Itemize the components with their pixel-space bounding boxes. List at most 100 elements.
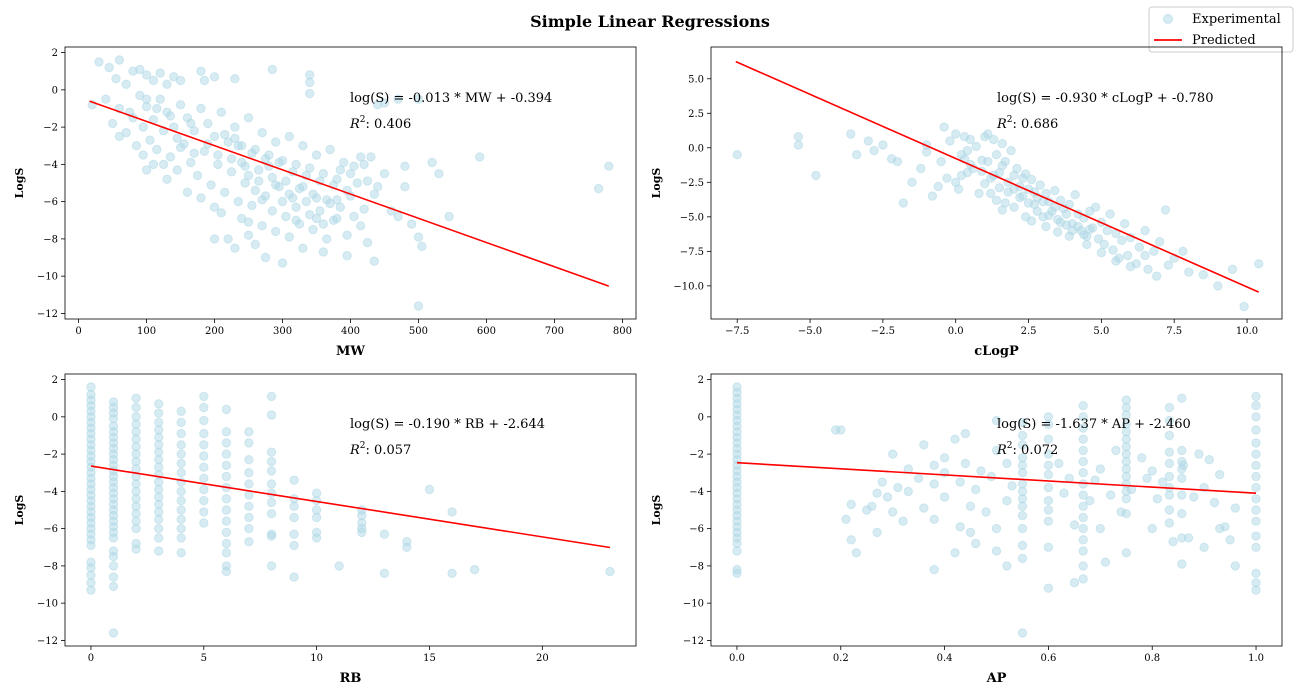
data-point (176, 458, 186, 469)
x-tick-label: 700 (545, 326, 564, 337)
x-tick-label: 600 (477, 326, 496, 337)
data-point (233, 196, 244, 207)
data-point (356, 221, 366, 231)
data-point (221, 404, 232, 415)
data-point (994, 183, 1005, 193)
data-point (1251, 482, 1261, 493)
data-point (298, 182, 308, 192)
data-point (1017, 523, 1028, 534)
data-point (1090, 202, 1101, 212)
data-point (1078, 445, 1088, 456)
data-point (959, 132, 970, 142)
data-point (230, 74, 240, 84)
data-point (1064, 231, 1075, 241)
data-point (1093, 234, 1104, 244)
data-point (1177, 393, 1187, 403)
y-tick-label: 2.5 (688, 109, 704, 120)
data-point (965, 501, 976, 511)
data-point (266, 479, 277, 489)
regression-equation: log(S) = -0.190 * RB + -2.644 (350, 417, 545, 432)
data-point (176, 548, 186, 558)
data-point (266, 391, 277, 402)
x-tick-label: 0.0 (948, 326, 964, 337)
data-point (1225, 535, 1235, 545)
data-point (950, 434, 960, 444)
data-point (182, 187, 193, 198)
data-point (266, 447, 277, 457)
data-point (243, 230, 254, 240)
data-point (1018, 173, 1028, 183)
data-point (1108, 245, 1118, 255)
data-point (289, 512, 299, 523)
axes-frame (710, 46, 1283, 320)
x-tick-label: 0.2 (833, 653, 849, 664)
data-point (152, 103, 162, 114)
data-point (980, 179, 990, 189)
data-point (131, 544, 141, 554)
y-axis-label: LogS (13, 495, 26, 526)
data-point (311, 150, 322, 160)
data-point (244, 537, 254, 547)
data-point (1069, 520, 1080, 530)
data-point (1121, 410, 1132, 420)
data-point (965, 527, 976, 538)
data-point (916, 163, 926, 174)
data-point (1041, 221, 1051, 232)
regression-line (735, 60, 1260, 293)
data-point (1044, 210, 1054, 221)
data-point (196, 66, 206, 76)
data-point (1017, 440, 1028, 450)
data-point (991, 195, 1002, 206)
data-point (148, 75, 159, 86)
data-point (1078, 574, 1088, 584)
data-point (400, 161, 410, 171)
data-point (1064, 473, 1074, 483)
data-point (1215, 469, 1225, 480)
x-tick-label: 7.5 (1166, 326, 1182, 337)
data-point (1120, 219, 1130, 229)
data-point (1152, 271, 1162, 281)
y-tick-label: −10 (37, 272, 58, 283)
data-point (1184, 267, 1194, 277)
data-point (1111, 445, 1121, 456)
y-tick-label: −8 (43, 561, 58, 572)
data-point (141, 165, 152, 175)
data-point (1157, 477, 1168, 487)
y-tick-label: −10 (683, 599, 704, 610)
data-point (305, 88, 315, 99)
y-tick-label: 0 (52, 412, 58, 423)
data-point (1000, 198, 1010, 208)
data-point (1043, 434, 1054, 444)
r-squared-label: R2: 0.057 (349, 441, 411, 458)
data-point (203, 118, 213, 129)
data-point (402, 542, 412, 552)
data-point (244, 490, 254, 500)
data-point (284, 232, 294, 242)
data-point (986, 471, 996, 482)
data-point (1006, 145, 1016, 156)
data-point (176, 496, 186, 506)
data-point (1043, 542, 1054, 552)
data-point (962, 145, 973, 156)
data-point (1147, 523, 1157, 534)
data-point (154, 523, 164, 534)
y-tick-label: −2 (43, 123, 58, 134)
data-point (882, 492, 893, 502)
x-axis-label: cLogP (974, 344, 1019, 359)
data-point (1054, 458, 1064, 469)
data-point (199, 451, 209, 461)
data-point (1164, 471, 1175, 482)
x-tick-label: 5.0 (1093, 326, 1109, 337)
y-tick-label: −8 (43, 234, 58, 245)
data-point (953, 184, 964, 194)
data-point (793, 140, 804, 150)
data-point (1017, 417, 1028, 428)
data-point (176, 406, 186, 416)
data-point (447, 568, 457, 578)
data-point (366, 152, 376, 162)
x-axis-label: RB (340, 671, 362, 686)
data-point (1164, 458, 1175, 469)
y-tick-label: 5.0 (688, 74, 704, 85)
data-point (1100, 557, 1111, 567)
data-point (189, 148, 199, 158)
